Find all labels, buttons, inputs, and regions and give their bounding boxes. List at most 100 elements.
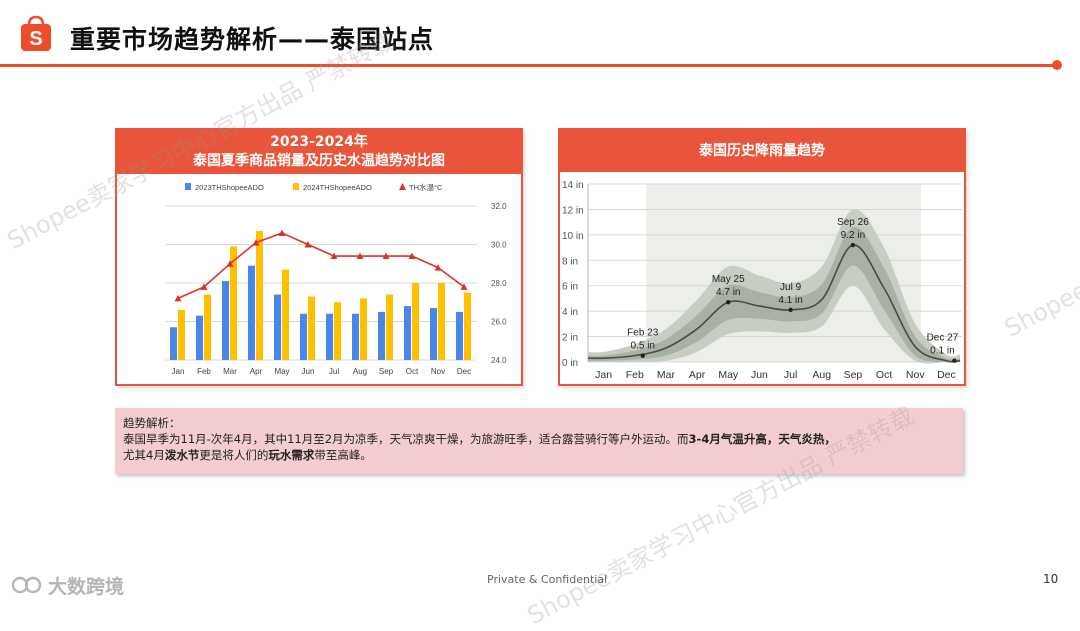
bar (404, 306, 411, 360)
y-tick-label: 10 in (562, 231, 584, 242)
y-tick-label: 12 in (562, 205, 584, 216)
annotation-date: Sep 26 (837, 217, 869, 228)
x-tick-label: Nov (906, 369, 925, 381)
annotation-date: Dec 27 (927, 333, 959, 344)
temperature-marker (252, 239, 260, 246)
x-tick-label: Apr (250, 367, 263, 376)
bar (204, 294, 211, 360)
bar (438, 283, 445, 360)
bar (248, 265, 255, 360)
temperature-marker (200, 283, 208, 290)
bar (178, 309, 185, 360)
x-tick-label: Feb (626, 369, 644, 381)
page-number: 10 (1043, 572, 1059, 586)
y-tick-label: 24.0 (491, 356, 507, 365)
y-tick-label: 26.0 (491, 318, 507, 327)
annotation-date: Feb 23 (627, 328, 659, 339)
temperature-marker (460, 283, 468, 290)
temperature-line (177, 232, 465, 300)
legend-swatch (293, 183, 299, 190)
temperature-marker (434, 264, 442, 271)
x-tick-label: Mar (223, 367, 237, 376)
bar (274, 294, 281, 360)
x-tick-label: Jan (172, 367, 185, 376)
y-tick-label: 0 in (562, 358, 578, 369)
sales-temperature-chart: 24.0 26.0 28.0 30.0 32.0 2023THShopeeADO 2024T… (165, 182, 507, 376)
x-tick-label: Nov (431, 367, 445, 376)
divider-end-dot (1052, 60, 1062, 70)
legend-swatch (185, 183, 191, 190)
note-emphasis: 3-4月气温升高，天气炎热， (688, 432, 836, 446)
annotation-value: 4.7 in (716, 287, 740, 298)
note-line-3: 尤其4月泼水节更是将人们的玩水需求带至高峰。 (123, 447, 955, 463)
brand-logo-icon (12, 576, 42, 594)
logo-letter: S (29, 28, 42, 50)
x-tick-label: Mar (657, 369, 676, 381)
bar (412, 283, 419, 360)
note-text: 带至高峰。 (314, 448, 372, 462)
note-line-2: 泰国旱季为11月-次年4月，其中11月至2月为凉季，天气凉爽干燥，为旅游旺季，适… (123, 431, 955, 447)
bar (170, 327, 177, 360)
y-tick-label: 32.0 (491, 202, 507, 211)
x-tick-label: Aug (812, 369, 831, 381)
chart-header: 2023-2024年 泰国夏季商品销量及历史水温趋势对比图 (117, 130, 521, 174)
y-tick-label: 2 in (562, 333, 578, 344)
x-tick-label: Oct (876, 369, 892, 381)
bar (430, 308, 437, 360)
temperature-marker (408, 252, 416, 260)
bar (386, 294, 393, 360)
bar (326, 313, 333, 360)
annotation-point (788, 307, 793, 313)
page-title: 重要市场趋势解析——泰国站点 (70, 25, 435, 54)
chart-title-line1: 2023-2024年 (270, 134, 368, 150)
x-tick-label: Jun (302, 367, 315, 376)
annotation-value: 0.5 in (631, 341, 655, 352)
temperature-marker (174, 294, 182, 302)
x-tick-label: May (718, 369, 739, 381)
y-tick-label: 8 in (562, 256, 578, 267)
header-divider (0, 64, 1054, 67)
note-emphasis: 泼水节 (164, 448, 200, 462)
y-tick-label: 14 in (562, 180, 584, 191)
bar (230, 246, 237, 360)
temperature-marker (356, 252, 364, 260)
chart-title-line2: 泰国夏季商品销量及历史水温趋势对比图 (193, 153, 445, 169)
x-tick-label: Dec (457, 367, 471, 376)
temperature-marker (330, 252, 338, 260)
note-emphasis: 玩水需求 (268, 448, 315, 462)
x-tick-label: Sep (379, 367, 394, 376)
x-tick-label: Feb (197, 367, 211, 376)
note-text: 泰国旱季为11月-次年4月，其中11月至2月为凉季，天气凉爽干燥，为旅游旺季，适… (123, 432, 689, 446)
x-tick-label: Jul (784, 369, 797, 381)
temperature-marker (382, 252, 390, 260)
watermark-text: Shopee (1000, 275, 1080, 343)
x-tick-label: Jun (751, 369, 768, 381)
legend-label: 2024THShopeeADO (303, 183, 372, 192)
rainfall-median-line (587, 244, 961, 363)
x-tick-label: Jan (595, 369, 612, 381)
x-tick-label: Oct (406, 367, 419, 376)
bar (300, 313, 307, 360)
rainfall-chart-panel: 泰国历史降雨量趋势 0 in 2 in 4 in 6 in 8 in 10 in 12 in… (558, 128, 966, 386)
annotation-value: 4.1 in (778, 295, 802, 306)
bar (378, 311, 385, 360)
legend-label: 2023THShopeeADO (195, 183, 264, 192)
x-tick-label: May (274, 367, 289, 376)
note-heading: 趋势解析： (123, 416, 181, 430)
annotation-value: 0.1 in (930, 346, 954, 357)
legend-label: TH水温°C (409, 182, 443, 192)
legend-swatch (399, 183, 406, 190)
x-tick-label: Aug (353, 367, 367, 376)
temperature-marker (304, 241, 312, 248)
bar (464, 292, 471, 360)
bar (456, 311, 463, 360)
annotation-date: May 25 (712, 274, 745, 285)
temperature-marker (278, 229, 286, 236)
bar (360, 298, 367, 360)
x-tick-label: Jul (329, 367, 339, 376)
bar (222, 281, 229, 360)
x-tick-label: Sep (844, 369, 863, 381)
note-text: 尤其4月 (123, 448, 165, 462)
annotation-point (850, 242, 856, 248)
x-tick-label: Apr (689, 369, 706, 381)
